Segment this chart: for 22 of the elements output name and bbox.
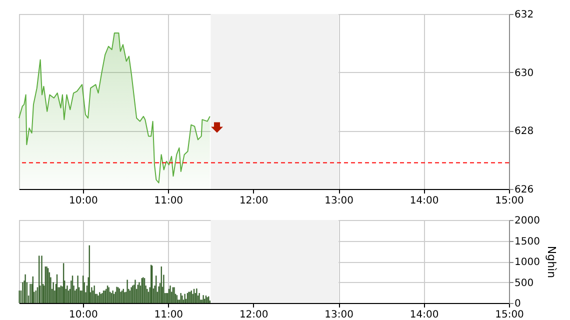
x-tick-label: 12:00: [239, 196, 268, 206]
x-tick-label: 15:00: [495, 310, 524, 320]
x-tick-label: 10:00: [69, 196, 98, 206]
y-tick-label: 632: [514, 10, 534, 20]
x-tick-label: 11:00: [154, 310, 184, 320]
y-tick-label: 1500: [514, 236, 540, 248]
y-tick-label: 500: [514, 278, 534, 289]
x-tick-label: 14:00: [410, 310, 439, 320]
y-tick-label: 0: [514, 298, 521, 310]
y-tick-label: 628: [514, 126, 534, 138]
x-tick-label: 13:00: [324, 196, 354, 206]
y-tick-label: 1000: [514, 257, 540, 268]
y-axis-title: Nghìn: [544, 246, 558, 278]
x-tick-label: 10:00: [69, 310, 98, 320]
x-tick-label: 11:00: [154, 196, 184, 206]
x-tick-label: 13:00: [324, 310, 354, 320]
y-tick-label: 630: [514, 68, 534, 79]
x-tick-label: 14:00: [410, 196, 439, 206]
y-tick-label: 626: [514, 184, 534, 196]
x-tick-label: 15:00: [495, 196, 524, 206]
y-tick-label: 2000: [514, 216, 540, 226]
x-tick-label: 12:00: [239, 310, 268, 320]
